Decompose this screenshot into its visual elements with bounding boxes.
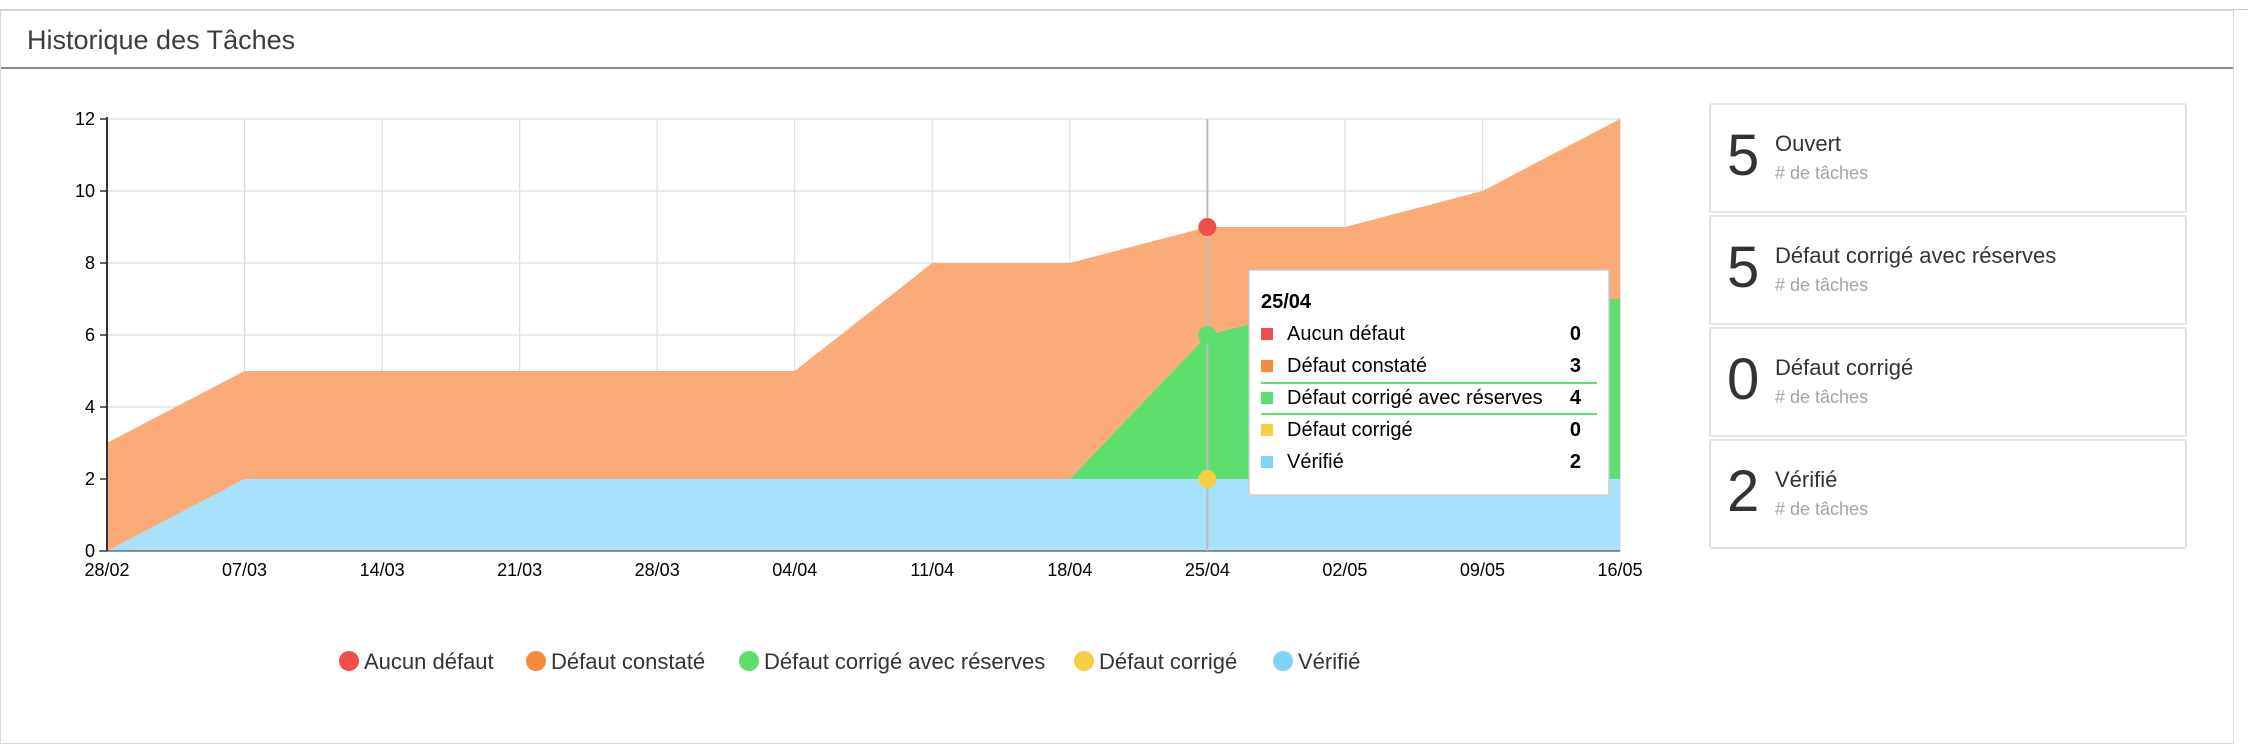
tooltip-row-value: 2 [1570,451,1581,473]
x-tick-label: 16/05 [1597,560,1642,580]
area-defaut-constate [107,119,1620,551]
tooltip-row-label: Aucun défaut [1287,323,1405,345]
stat-count: 5 [1727,123,1760,188]
stat-card-verifie: 2 Vérifié # de tâches [1709,439,2187,549]
x-tick-label: 11/04 [910,560,954,580]
tooltip-row-value: 0 [1570,419,1581,441]
area-defaut-corrige-reserves [107,299,1620,551]
legend-marker-defaut-corrige [1074,651,1094,671]
tooltip-row-value: 4 [1570,387,1582,409]
stat-label: Défaut corrigé [1775,355,1914,380]
x-tick-label: 18/04 [1047,560,1092,580]
stat-label: Vérifié [1775,467,1838,492]
tooltip-row-value: 0 [1570,323,1581,345]
x-tick-label: 28/02 [84,560,129,580]
stat-sublabel: # de tâches [1775,163,1869,183]
legend-marker-defaut-corrige-reserves [739,651,759,671]
x-tick-label: 04/04 [772,560,817,580]
panel-title: Historique des Tâches [27,25,296,55]
legend-label-aucun-defaut: Aucun défaut [364,649,494,674]
x-tick-label: 28/03 [635,560,680,580]
top-border [0,9,2248,10]
stat-count: 5 [1727,235,1760,300]
y-tick-label: 2 [85,469,95,489]
hover-marker-aucun-defaut [1198,218,1217,236]
y-tick-label: 8 [85,253,95,273]
hover-marker-defaut-corrige-reserves [1198,326,1217,344]
y-tick-label: 4 [85,397,95,417]
x-tick-label: 07/03 [222,560,267,580]
stat-card-ouvert: 5 Ouvert # de tâches [1709,103,2187,213]
task-history-chart: 0 2 4 6 8 10 12 28/02 07/03 14/03 21/03 28/03 04/04 1… [75,109,1643,674]
y-tick-label: 0 [85,541,95,561]
stat-card-defaut-corrige: 0 Défaut corrigé # de tâches [1709,327,2187,437]
x-tick-label: 21/03 [497,560,542,580]
area-verifie [107,479,1620,551]
x-tick-label: 14/03 [360,560,405,580]
tooltip-swatch [1261,392,1273,404]
legend-marker-defaut-constate [526,651,546,671]
tooltip-swatch [1261,424,1273,436]
tooltip-row-label: Défaut constaté [1287,355,1427,377]
stat-sublabel: # de tâches [1775,387,1869,407]
tooltip-swatch [1261,456,1273,468]
task-history-panel: Historique des Tâches 0 2 4 6 8 10 12 28/02 07/0… [0,10,2234,744]
legend-label-defaut-corrige: Défaut corrigé [1099,649,1237,674]
x-tick-label: 25/04 [1185,560,1230,580]
legend-label-defaut-corrige-reserves: Défaut corrigé avec réserves [764,649,1045,674]
panel-header: Historique des Tâches [1,11,2233,69]
legend-marker-verifie [1273,651,1293,671]
tooltip-row-label: Défaut corrigé avec réserves [1287,387,1543,409]
stat-count: 2 [1727,459,1760,524]
x-tick-label: 09/05 [1460,560,1505,580]
y-tick-label: 12 [75,109,95,129]
x-tick-label: 02/05 [1322,560,1367,580]
stat-label: Ouvert [1775,131,1842,156]
stat-sublabel: # de tâches [1775,499,1869,519]
legend-label-defaut-constate: Défaut constaté [551,649,705,674]
hover-marker-defaut-corrige [1198,470,1217,488]
legend-label-verifie: Vérifié [1298,649,1360,674]
tooltip-row-value: 3 [1570,355,1581,377]
legend-marker-aucun-defaut [339,651,359,671]
stat-card-defaut-corrige-reserves: 5 Défaut corrigé avec réserves # de tâch… [1709,215,2187,325]
tooltip-title: 25/04 [1261,291,1312,313]
tooltip-swatch [1261,360,1273,372]
y-tick-label: 10 [75,181,95,201]
stat-count: 0 [1727,347,1760,412]
stat-sublabel: # de tâches [1775,275,1869,295]
tooltip-swatch [1261,328,1273,340]
stat-label: Défaut corrigé avec réserves [1775,243,2057,268]
tooltip-row-label: Défaut corrigé [1287,419,1413,441]
y-tick-label: 6 [85,325,95,345]
tooltip-row-label: Vérifié [1287,451,1344,473]
